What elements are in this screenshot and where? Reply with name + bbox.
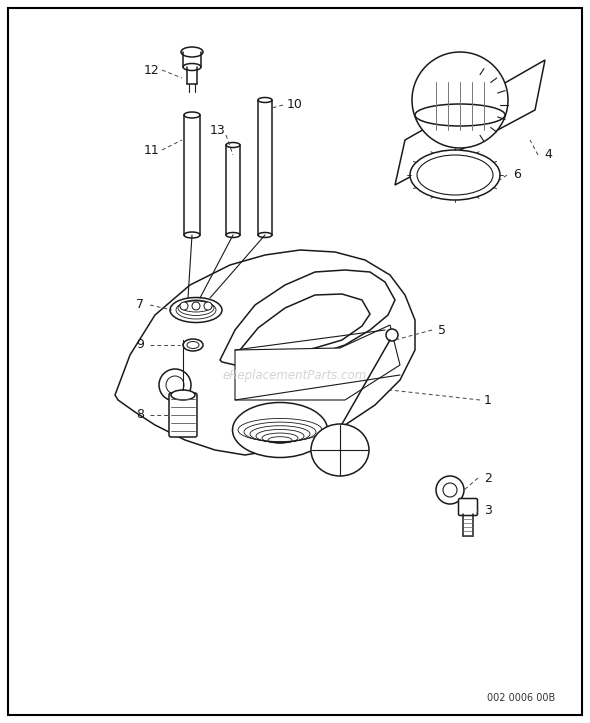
Ellipse shape <box>226 233 240 237</box>
Text: 3: 3 <box>484 503 492 516</box>
Ellipse shape <box>258 98 272 103</box>
Ellipse shape <box>232 403 327 458</box>
Polygon shape <box>240 294 370 358</box>
Polygon shape <box>220 270 395 368</box>
Circle shape <box>204 302 212 310</box>
Circle shape <box>443 483 457 497</box>
Text: 9: 9 <box>136 338 144 351</box>
Text: eReplacementParts.com: eReplacementParts.com <box>223 369 367 382</box>
Text: 6: 6 <box>513 168 521 181</box>
Text: 1: 1 <box>484 393 492 406</box>
Ellipse shape <box>417 155 493 195</box>
Ellipse shape <box>183 64 201 71</box>
Polygon shape <box>235 325 400 400</box>
Ellipse shape <box>258 233 272 237</box>
Circle shape <box>159 369 191 401</box>
Text: 12: 12 <box>144 64 160 77</box>
Text: 002 0006 00B: 002 0006 00B <box>487 693 555 703</box>
Text: 7: 7 <box>136 299 144 312</box>
Ellipse shape <box>410 150 500 200</box>
Text: 8: 8 <box>136 408 144 422</box>
Text: 10: 10 <box>287 98 303 111</box>
FancyBboxPatch shape <box>458 498 477 515</box>
Ellipse shape <box>181 47 203 57</box>
Text: 11: 11 <box>144 143 160 156</box>
FancyBboxPatch shape <box>169 393 197 437</box>
Ellipse shape <box>170 297 222 322</box>
Ellipse shape <box>415 104 505 126</box>
Ellipse shape <box>187 341 199 348</box>
Text: 5: 5 <box>438 323 446 336</box>
Ellipse shape <box>183 339 203 351</box>
Text: 2: 2 <box>484 471 492 484</box>
Ellipse shape <box>171 390 195 400</box>
Text: 13: 13 <box>210 124 226 137</box>
Circle shape <box>386 329 398 341</box>
Polygon shape <box>115 250 415 455</box>
Circle shape <box>166 376 184 394</box>
Circle shape <box>180 302 188 310</box>
Ellipse shape <box>184 112 200 118</box>
Circle shape <box>436 476 464 504</box>
Text: 4: 4 <box>544 148 552 161</box>
Ellipse shape <box>311 424 369 476</box>
Ellipse shape <box>184 232 200 238</box>
Circle shape <box>192 302 200 310</box>
Circle shape <box>412 52 508 148</box>
Polygon shape <box>395 60 545 185</box>
Ellipse shape <box>226 142 240 147</box>
